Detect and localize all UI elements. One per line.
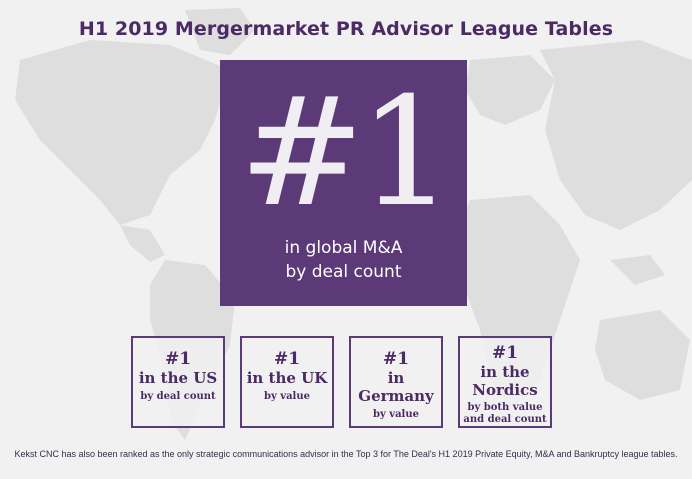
page-title: H1 2019 Mergermarket PR Advisor League T… — [78, 18, 614, 40]
ranking-basis-line-1: by both value — [467, 402, 543, 413]
ranking-box-us: #1 in the US by deal count — [131, 336, 225, 428]
hero-ranking-box: #1 in global M&A by deal count — [220, 60, 467, 306]
hero-description: in global M&A by deal count — [220, 236, 467, 284]
ranking-box-uk: #1 in the UK by value — [240, 336, 334, 428]
hero-rank: #1 — [238, 66, 454, 240]
hero-line-1: in global M&A — [284, 238, 403, 258]
ranking-number: #1 — [491, 343, 519, 363]
ranking-number: #1 — [273, 349, 301, 369]
ranking-number: #1 — [382, 349, 410, 369]
ranking-region-line-2: Nordics — [472, 381, 538, 399]
footnote: Kekst CNC has also been ranked as the on… — [14, 449, 678, 459]
ranking-basis: by deal count — [140, 391, 216, 402]
hero-line-2: by deal count — [285, 262, 402, 282]
ranking-basis: by value — [372, 409, 419, 420]
ranking-region: in Germany — [358, 369, 434, 405]
ranking-basis-line-2: and deal count — [463, 414, 547, 425]
ranking-region-line-1: in the — [480, 363, 530, 381]
ranking-basis: by value — [263, 391, 310, 402]
ranking-box-nordics: #1 in the Nordics by both value and deal… — [458, 336, 552, 428]
ranking-region: in the UK — [246, 369, 328, 387]
ranking-box-germany: #1 in Germany by value — [349, 336, 443, 428]
ranking-region: in the US — [138, 369, 218, 387]
ranking-number: #1 — [164, 349, 192, 369]
